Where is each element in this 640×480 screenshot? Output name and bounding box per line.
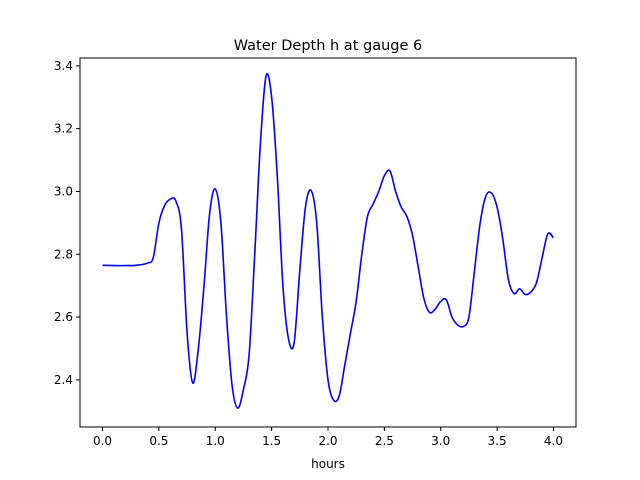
x-tick-label: 1.0: [206, 434, 225, 448]
y-tick-label: 2.4: [54, 373, 73, 387]
axes-frame: [79, 57, 577, 428]
axis-ticks: 0.0 0.5 1.0 1.5 2.0 2.5 3.0 3.5 4.0 2.4 2.6 2.8 3.0 3…: [54, 59, 563, 448]
x-tick-label: 2.5: [375, 434, 394, 448]
y-tick-label: 3.0: [54, 184, 73, 198]
x-tick-label: 2.0: [318, 434, 337, 448]
x-tick-label: 0.5: [149, 434, 168, 448]
y-tick-label: 2.8: [54, 247, 73, 261]
x-tick-label: 1.5: [262, 434, 281, 448]
x-tick-label: 3.0: [431, 434, 450, 448]
x-tick-label: 3.5: [488, 434, 507, 448]
y-tick-label: 2.6: [54, 310, 73, 324]
y-tick-label: 3.2: [54, 122, 73, 136]
x-axis-label: hours: [311, 457, 345, 471]
plot-area: [102, 73, 555, 409]
water-depth-line: [102, 73, 555, 409]
x-tick-label: 4.0: [544, 434, 563, 448]
x-tick-label: 0.0: [93, 434, 112, 448]
chart-title: Water Depth h at gauge 6: [234, 38, 422, 54]
y-tick-label: 3.4: [54, 59, 73, 73]
